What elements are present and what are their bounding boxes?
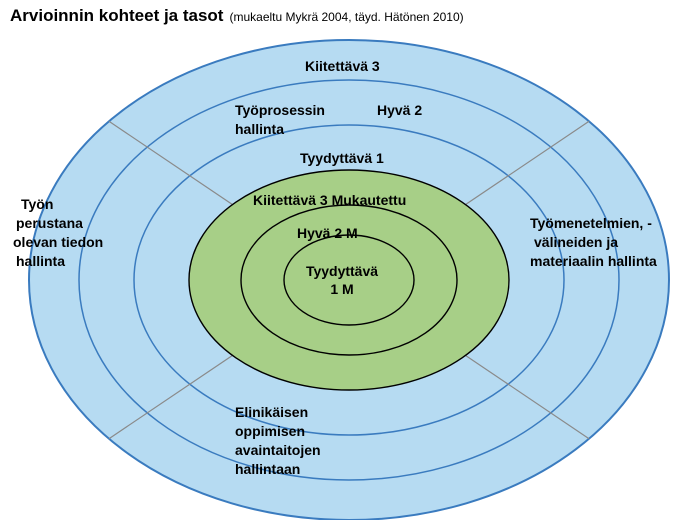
concentric-diagram: Kiitettävä 3 Työprosessin hallinta Hyvä … — [0, 30, 698, 520]
page-subtitle: (mukaeltu Mykrä 2004, täyd. Hätönen 2010… — [229, 10, 463, 24]
title-row: Arvioinnin kohteet ja tasot (mukaeltu My… — [10, 6, 464, 26]
diagram-svg — [0, 30, 698, 520]
page-title: Arvioinnin kohteet ja tasot — [10, 6, 223, 26]
